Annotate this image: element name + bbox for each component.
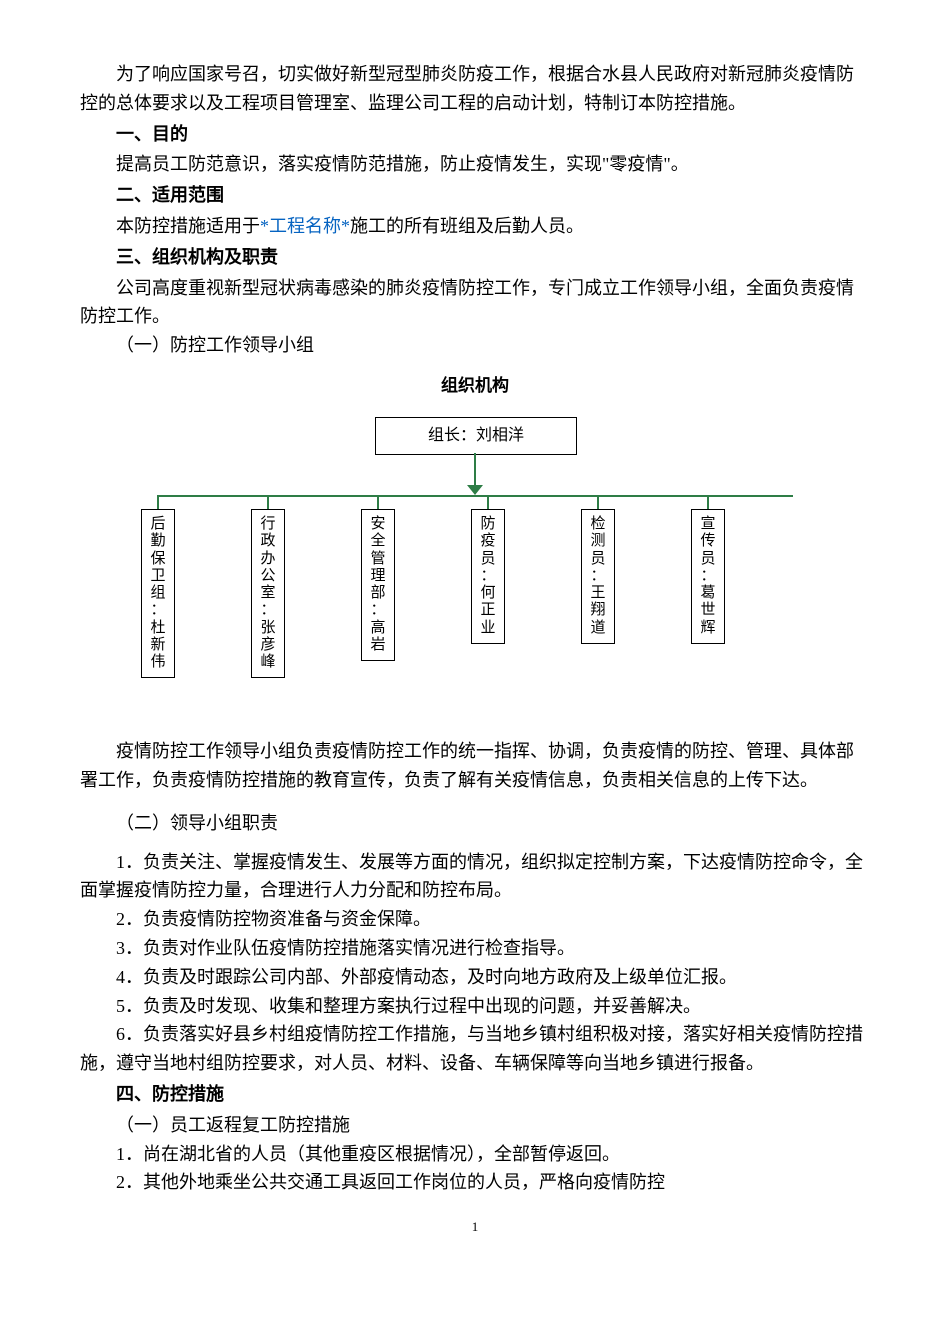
list-item: 1．负责关注、掌握疫情发生、发展等方面的情况，组织拟定控制方案，下达疫情防控命令… — [80, 848, 870, 906]
section-2-suffix: 施工的所有班组及后勤人员。 — [350, 216, 584, 236]
org-vdrop — [487, 495, 489, 509]
page-number: 1 — [80, 1217, 870, 1238]
section-3-sub1: （一）防控工作领导小组 — [80, 331, 870, 360]
section-3-after-chart: 疫情防控工作领导小组负责疫情防控工作的统一指挥、协调，负责疫情的防控、管理、具体… — [80, 737, 870, 795]
list-item: 4．负责及时跟踪公司内部、外部疫情动态，及时向地方政府及上级单位汇报。 — [80, 963, 870, 992]
section-1-heading: 一、目的 — [80, 120, 870, 149]
org-arrow-icon — [467, 485, 483, 495]
section-2-body: 本防控措施适用于*工程名称*施工的所有班组及后勤人员。 — [80, 212, 870, 241]
org-dept-box: 安全管理部：高岩 — [361, 509, 395, 661]
project-name-link[interactable]: *工程名称* — [260, 216, 350, 236]
section-3-body: 公司高度重视新型冠状病毒感染的肺炎疫情防控工作，专门成立工作领导小组，全面负责疫… — [80, 274, 870, 332]
org-dept-box: 宣传员：葛世辉 — [691, 509, 725, 644]
list-item: 6．负责落实好县乡村组疫情防控工作措施，与当地乡镇村组积极对接，落实好相关疫情防… — [80, 1020, 870, 1078]
section-3-heading: 三、组织机构及职责 — [80, 243, 870, 272]
org-dept-box: 后勤保卫组：杜新伟 — [141, 509, 175, 678]
list-item: 2．其他外地乘坐公共交通工具返回工作岗位的人员，严格向疫情防控 — [80, 1168, 870, 1197]
org-vdrop — [377, 495, 379, 509]
org-dept-box: 行政办公室：张彦峰 — [251, 509, 285, 678]
org-leader-box: 组长：刘相洋 — [375, 417, 577, 455]
org-vdrop — [597, 495, 599, 509]
org-chart: 组长：刘相洋 后勤保卫组：杜新伟 行政办公室：张彦峰 安全管理部：高岩 防疫员：何正业… — [95, 417, 855, 727]
list-item: 3．负责对作业队伍疫情防控措施落实情况进行检查指导。 — [80, 934, 870, 963]
org-vdrop — [707, 495, 709, 509]
section-4-sub1: （一）员工返程复工防控措施 — [80, 1111, 870, 1140]
list-item: 1．尚在湖北省的人员（其他重疫区根据情况），全部暂停返回。 — [80, 1140, 870, 1169]
section-1-body: 提高员工防范意识，落实疫情防范措施，防止疫情发生，实现"零疫情"。 — [80, 150, 870, 179]
org-vline — [474, 453, 476, 489]
org-hline — [157, 495, 793, 497]
intro-paragraph: 为了响应国家号召，切实做好新型冠型肺炎防疫工作，根据合水县人民政府对新冠肺炎疫情… — [80, 60, 870, 118]
section-3-sub2: （二）领导小组职责 — [80, 809, 870, 838]
list-item: 2．负责疫情防控物资准备与资金保障。 — [80, 905, 870, 934]
org-vdrop — [267, 495, 269, 509]
list-item: 5．负责及时发现、收集和整理方案执行过程中出现的问题，并妥善解决。 — [80, 992, 870, 1021]
org-vdrop — [157, 495, 159, 509]
org-chart-title: 组织机构 — [80, 372, 870, 399]
org-dept-box: 防疫员：何正业 — [471, 509, 505, 644]
section-4-heading: 四、防控措施 — [80, 1080, 870, 1109]
section-2-heading: 二、适用范围 — [80, 181, 870, 210]
org-dept-box: 检测员：王翔道 — [581, 509, 615, 644]
section-2-prefix: 本防控措施适用于 — [116, 216, 260, 236]
